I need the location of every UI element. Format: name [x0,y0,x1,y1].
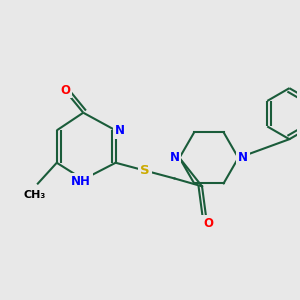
Text: O: O [203,217,213,230]
Text: NH: NH [71,175,91,188]
Text: S: S [140,164,150,177]
Text: O: O [61,84,70,97]
Text: N: N [238,152,248,164]
Text: N: N [115,124,124,137]
Text: N: N [169,152,179,164]
Text: CH₃: CH₃ [23,190,45,200]
